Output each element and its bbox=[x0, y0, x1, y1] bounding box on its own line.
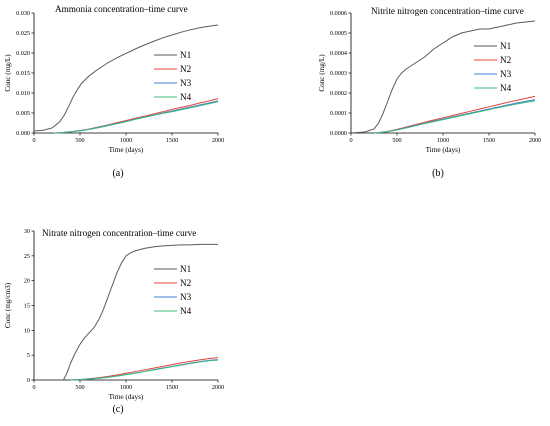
series-line-n4 bbox=[373, 100, 536, 134]
legend-label-n2: N2 bbox=[500, 55, 512, 65]
series-line-n3 bbox=[373, 99, 536, 134]
y-tick-label: 25 bbox=[24, 253, 30, 260]
y-tick-label: 0.020 bbox=[16, 50, 30, 57]
series-line-n2 bbox=[54, 98, 219, 134]
legend-label-n2: N2 bbox=[180, 278, 192, 288]
legend-label-n4: N4 bbox=[180, 306, 192, 316]
nitrate-chart: Nitrate nitrogen concentration–time curv… bbox=[4, 228, 224, 415]
legend-label-n1: N1 bbox=[180, 264, 192, 274]
panel-label: (a) bbox=[112, 168, 123, 179]
y-tick-label: 0.005 bbox=[16, 110, 30, 117]
y-tick-label: 20 bbox=[24, 278, 30, 285]
legend-label-n1: N1 bbox=[180, 50, 192, 60]
y-tick-label: 0.000 bbox=[16, 130, 30, 137]
panel-label: (c) bbox=[112, 404, 123, 415]
y-tick-label: 0.0000 bbox=[330, 130, 347, 137]
chart-title: Nitrate nitrogen concentration–time curv… bbox=[42, 228, 196, 238]
x-axis-label: Time (days) bbox=[109, 146, 144, 154]
legend-label-n3: N3 bbox=[180, 292, 192, 302]
x-tick-label: 500 bbox=[392, 137, 401, 144]
x-tick-label: 1000 bbox=[120, 137, 132, 144]
x-tick-label: 0 bbox=[32, 137, 35, 144]
series-line-n1 bbox=[33, 24, 219, 132]
x-tick-label: 1000 bbox=[120, 384, 132, 391]
chart-title: Nitrite nitrogen concentration–time curv… bbox=[371, 6, 524, 16]
y-tick-label: 0.0003 bbox=[330, 70, 347, 77]
series-line-n1 bbox=[62, 243, 218, 381]
nitrite-chart: Nitrite nitrogen concentration–time curv… bbox=[318, 6, 541, 179]
y-tick-label: 0.0005 bbox=[330, 30, 347, 37]
x-tick-label: 1500 bbox=[166, 384, 178, 391]
legend-label-n4: N4 bbox=[180, 92, 192, 102]
panel-label: (b) bbox=[432, 168, 444, 179]
x-tick-label: 2000 bbox=[212, 384, 224, 391]
y-axis-label: Conc (mg/L) bbox=[4, 54, 12, 92]
y-tick-label: 30 bbox=[24, 228, 30, 235]
y-tick-label: 0.015 bbox=[16, 70, 30, 77]
legend-label-n1: N1 bbox=[500, 41, 512, 51]
y-tick-label: 0 bbox=[27, 377, 30, 384]
x-tick-label: 500 bbox=[75, 384, 84, 391]
y-tick-label: 0.030 bbox=[16, 10, 30, 17]
legend-label-n2: N2 bbox=[180, 64, 192, 74]
y-tick-label: 15 bbox=[24, 303, 30, 310]
series-line-n2 bbox=[373, 95, 536, 134]
x-tick-label: 0 bbox=[349, 137, 352, 144]
y-tick-label: 0.0002 bbox=[330, 90, 347, 97]
x-axis-label: Time (days) bbox=[426, 146, 461, 154]
y-tick-label: 0.0004 bbox=[330, 50, 347, 57]
y-tick-label: 0.025 bbox=[16, 30, 30, 37]
x-tick-label: 2000 bbox=[529, 137, 541, 144]
x-tick-label: 500 bbox=[75, 137, 84, 144]
legend-label-n3: N3 bbox=[180, 78, 192, 88]
y-tick-label: 10 bbox=[24, 327, 30, 334]
legend-label-n3: N3 bbox=[500, 69, 512, 79]
y-tick-label: 0.0001 bbox=[330, 110, 347, 117]
x-tick-label: 1500 bbox=[483, 137, 495, 144]
series-line-n1 bbox=[350, 20, 536, 134]
legend-label-n4: N4 bbox=[500, 83, 512, 93]
chart-title: Ammonia concentration–time curve bbox=[55, 4, 188, 14]
series-line-n4 bbox=[70, 359, 219, 381]
series-line-n2 bbox=[70, 357, 219, 381]
x-tick-label: 0 bbox=[32, 384, 35, 391]
series-line-n4 bbox=[54, 101, 219, 134]
y-axis-label: Conc (mg/cm3) bbox=[4, 282, 12, 328]
series-line-n3 bbox=[54, 100, 219, 134]
ammonia-chart: Ammonia concentration–time curve 0 500 1000… bbox=[4, 4, 224, 179]
x-axis-label: Time (days) bbox=[109, 393, 144, 401]
y-tick-label: 5 bbox=[27, 352, 30, 359]
y-axis-label: Conc (mg/L) bbox=[318, 54, 326, 92]
x-tick-label: 1000 bbox=[437, 137, 449, 144]
y-tick-label: 0.0006 bbox=[330, 10, 347, 17]
y-tick-label: 0.010 bbox=[16, 90, 30, 97]
x-tick-label: 1500 bbox=[166, 137, 178, 144]
x-tick-label: 2000 bbox=[212, 137, 224, 144]
